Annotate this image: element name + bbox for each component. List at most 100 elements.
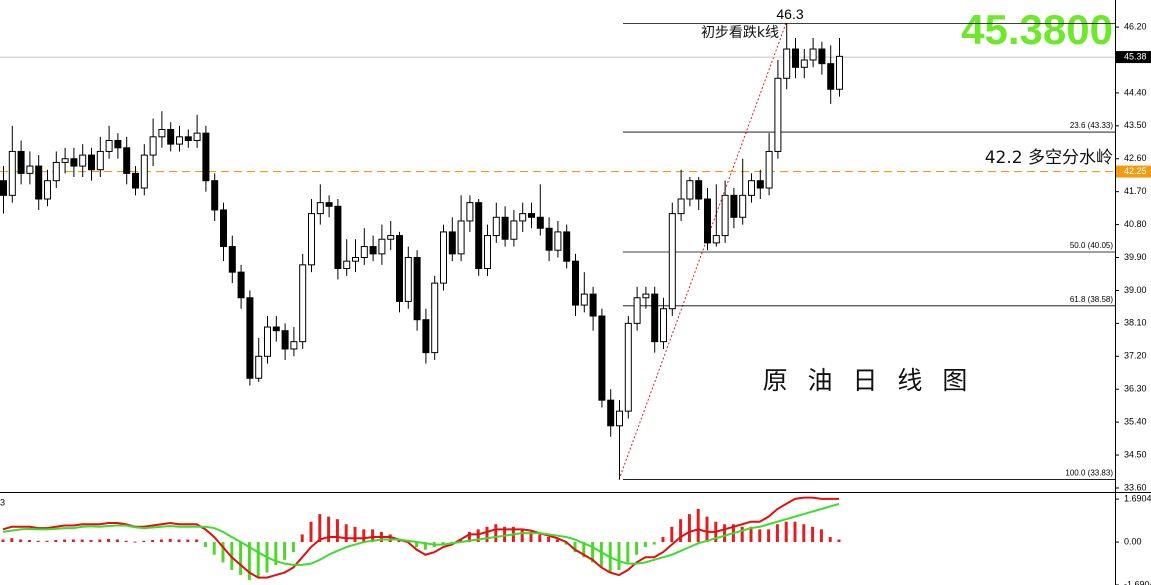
macd-bar: [828, 536, 832, 543]
macd-bar: [256, 542, 260, 578]
candle-body: [35, 165, 43, 200]
macd-bar: [353, 526, 357, 543]
candle-body: [272, 326, 280, 332]
macd-line: [2, 496, 839, 579]
macd-bar: [775, 524, 779, 543]
macd-bar: [71, 539, 75, 543]
macd-bar: [459, 539, 463, 543]
candle-body: [52, 161, 60, 182]
candle-body: [783, 48, 791, 79]
macd-bar: [467, 531, 471, 543]
candle-body: [809, 48, 817, 61]
candle-body: [334, 205, 342, 269]
candle-body: [352, 257, 359, 262]
candle-body: [308, 213, 315, 266]
candle-body: [264, 326, 271, 357]
candle-body: [343, 260, 351, 269]
candle-body: [211, 180, 219, 211]
candle-body: [413, 257, 421, 321]
candle-body: [140, 154, 148, 189]
candle-body: [765, 150, 773, 189]
candle-body: [228, 246, 236, 273]
fib-label: 100.0 (33.83): [1065, 469, 1113, 478]
last-price-label: 45.38: [1124, 51, 1147, 61]
macd-bar: [696, 509, 700, 543]
macd-bar: [503, 526, 507, 543]
watershed-note: 42.2 多空分水岭: [985, 148, 1113, 168]
macd-bar: [221, 542, 225, 563]
candle-body: [281, 330, 289, 350]
candle-body: [475, 202, 483, 269]
macd-bar: [793, 521, 797, 543]
fib-label: 23.6 (43.33): [1070, 121, 1113, 130]
macd-bar: [212, 542, 216, 555]
macd-bar: [705, 516, 709, 543]
candle-body: [572, 260, 579, 306]
candle-body: [607, 399, 615, 427]
fib-label: 46.3: [776, 6, 803, 22]
macd-tick-label: 1.6904: [1124, 493, 1151, 503]
candle-body: [440, 231, 447, 284]
macd-bar: [318, 514, 322, 543]
macd-bar: [10, 538, 14, 543]
candle-body: [563, 231, 571, 262]
macd-bar: [476, 529, 480, 543]
macd-bar: [626, 542, 630, 563]
candle-body: [712, 235, 720, 244]
macd-tick-label: 0.00: [1124, 536, 1142, 546]
macd-bar: [335, 519, 339, 543]
watershed-label: 42.25: [1124, 166, 1147, 176]
candle-body: [220, 209, 227, 248]
macd-bar: [520, 529, 524, 543]
candle-body: [748, 180, 755, 196]
candle-body: [484, 235, 491, 269]
candle-body: [299, 264, 307, 343]
macd-bar: [151, 540, 155, 543]
macd-bar: [1, 539, 5, 543]
macd-bar: [63, 539, 67, 543]
candle-body: [686, 180, 694, 200]
macd-bar: [591, 542, 595, 563]
candle-body: [616, 410, 623, 427]
macd-label: 3: [0, 497, 5, 507]
watershed-box: [1116, 165, 1151, 178]
macd-bar: [740, 526, 744, 543]
macd-bar: [679, 519, 683, 543]
macd-bar: [186, 539, 190, 543]
macd-bar: [309, 521, 313, 543]
candle-body: [633, 297, 641, 324]
macd-bar: [723, 524, 727, 543]
candle-body: [193, 132, 201, 141]
macd-bar: [652, 542, 656, 545]
chart-title: 原 油 日 线 图: [763, 366, 974, 395]
candle-body: [387, 235, 395, 240]
macd-bar: [124, 540, 128, 543]
candle-body: [167, 128, 175, 145]
macd-bar: [415, 542, 419, 548]
candle-body: [96, 150, 104, 171]
macd-bar: [687, 514, 691, 543]
candle-body: [26, 165, 34, 174]
macd-bar: [494, 524, 498, 543]
macd-bar: [837, 539, 841, 543]
macd-bar: [107, 539, 111, 543]
macd-bar: [573, 542, 577, 553]
candle-body: [528, 213, 535, 218]
candle-body: [404, 257, 412, 302]
macd-bar: [802, 524, 806, 543]
candle-body: [598, 315, 606, 401]
macd-bar: [811, 526, 815, 543]
candle-body: [88, 154, 95, 171]
macd-bar: [27, 540, 31, 543]
macd-bar: [142, 540, 146, 543]
candle-body: [237, 271, 245, 299]
macd-bar: [115, 539, 119, 543]
macd-bar: [36, 540, 40, 543]
macd-bar: [582, 542, 586, 558]
macd-bar: [388, 534, 392, 543]
candle-body: [536, 216, 544, 229]
y-tick-label: 41.70: [1124, 186, 1147, 196]
macd-bar: [98, 539, 102, 543]
macd-bar: [529, 531, 533, 543]
candle-body: [70, 158, 78, 167]
